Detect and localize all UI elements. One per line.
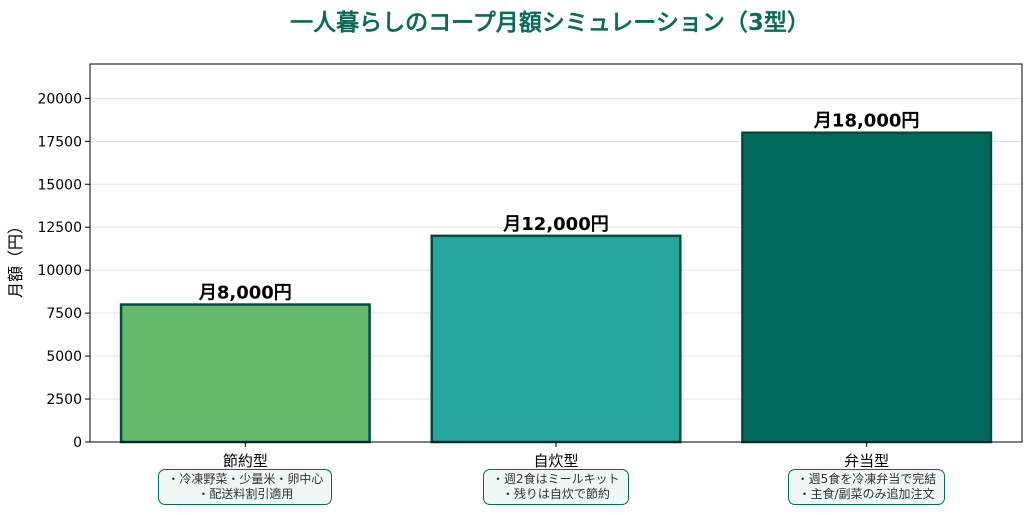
category-label: 自炊型 [533,452,578,470]
y-tick-label: 17500 [37,134,82,150]
category-label: 節約型 [223,452,268,470]
y-tick-label: 7500 [46,306,82,322]
category-label: 弁当型 [844,452,889,470]
y-tick-label: 5000 [46,349,82,365]
category-note-line: ・週5食を冷凍弁当で完結 [796,472,937,486]
category-note-line: ・主食/副菜のみ追加注文 [798,487,935,501]
bar [741,131,993,444]
category-note: ・週5食を冷凍弁当で完結 ・主食/副菜のみ追加注文 [787,469,946,505]
data-label: 月18,000円 [813,111,919,132]
plot-frame [89,63,1023,443]
data-label: 月12,000円 [502,214,608,235]
y-axis-label: 月額（円） [6,218,25,298]
y-axis-ticks: 0 2500 5000 7500 10000 12500 15000 17500 20000 [37,91,90,451]
y-tick-label: 12500 [37,220,82,236]
category-note-line: ・週2食はミールキット [492,472,620,486]
y-tick-label: 15000 [37,177,82,193]
y-tick-label: 0 [73,435,82,451]
y-tick-label: 20000 [37,91,82,107]
data-labels: 月8,000円 月12,000円 月18,000円 [198,111,920,304]
chart-title: 一人暮らしのコープ月額シミュレーション（3型） [290,9,810,36]
category-note: ・週2食はミールキット ・残りは自炊で節約 [483,469,629,505]
data-label: 月8,000円 [198,283,292,304]
bars [119,131,993,444]
category-note-line: ・冷凍野菜・少量米・卵中心 [167,472,324,486]
category-labels: 節約型 自炊型 弁当型 [223,442,889,470]
y-tick-label: 2500 [46,392,82,408]
bar [430,234,682,444]
y-tick-label: 10000 [37,263,82,279]
category-note-line: ・残りは自炊で節約 [501,487,610,501]
bar [119,303,371,444]
category-note: ・冷凍野菜・少量米・卵中心 ・配送料割引適用 [158,469,333,505]
category-note-line: ・配送料割引適用 [197,487,294,501]
